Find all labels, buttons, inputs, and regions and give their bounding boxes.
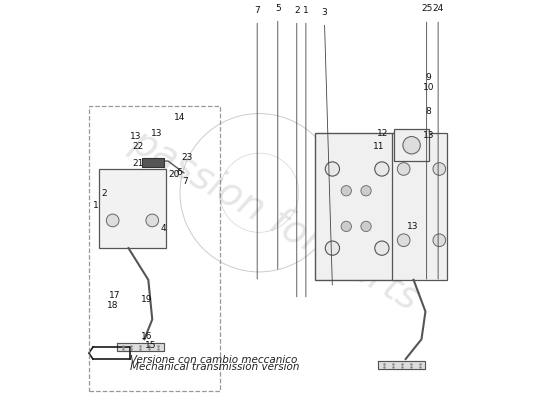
- Text: 1: 1: [303, 6, 309, 14]
- Circle shape: [361, 186, 371, 196]
- Bar: [99, 169, 166, 248]
- Circle shape: [361, 221, 371, 232]
- Text: 1: 1: [93, 201, 99, 210]
- Bar: [142, 158, 164, 167]
- Circle shape: [375, 241, 389, 255]
- Circle shape: [375, 162, 389, 176]
- Text: 5: 5: [275, 4, 280, 12]
- Circle shape: [341, 221, 351, 232]
- Text: 17: 17: [109, 291, 120, 300]
- Text: 15: 15: [145, 341, 157, 350]
- Circle shape: [403, 136, 420, 154]
- Text: 22: 22: [132, 142, 143, 151]
- Text: 3: 3: [322, 8, 327, 16]
- Text: Versione con cambio meccanico: Versione con cambio meccanico: [130, 354, 298, 364]
- Text: 7: 7: [182, 177, 188, 186]
- Polygon shape: [378, 361, 426, 369]
- Text: 18: 18: [107, 301, 118, 310]
- Circle shape: [325, 162, 339, 176]
- Text: 13: 13: [406, 222, 418, 231]
- Text: 11: 11: [373, 142, 384, 150]
- Circle shape: [397, 163, 410, 175]
- Circle shape: [397, 234, 410, 246]
- Text: 12: 12: [377, 129, 389, 138]
- Text: 13: 13: [130, 132, 141, 141]
- Text: 6: 6: [177, 168, 182, 177]
- Circle shape: [106, 214, 119, 227]
- Text: 20: 20: [168, 170, 180, 180]
- Polygon shape: [117, 343, 164, 351]
- Text: 19: 19: [141, 295, 152, 304]
- Text: 2: 2: [294, 6, 300, 14]
- Text: 7: 7: [254, 6, 260, 14]
- Text: 16: 16: [141, 332, 152, 340]
- Text: 14: 14: [173, 113, 185, 122]
- Bar: [392, 133, 447, 280]
- Circle shape: [146, 214, 158, 227]
- Text: 13: 13: [422, 131, 434, 140]
- Text: passion for parts: passion for parts: [124, 122, 426, 318]
- Text: 4: 4: [161, 224, 166, 233]
- Text: Mechanical transmission version: Mechanical transmission version: [130, 362, 300, 372]
- Text: 21: 21: [133, 158, 144, 168]
- Text: 8: 8: [426, 107, 432, 116]
- Bar: [315, 133, 402, 280]
- Circle shape: [325, 241, 339, 255]
- Circle shape: [341, 186, 351, 196]
- Text: 23: 23: [182, 152, 193, 162]
- Circle shape: [433, 163, 446, 175]
- Text: 24: 24: [432, 4, 444, 13]
- Bar: [394, 129, 430, 161]
- Circle shape: [433, 234, 446, 246]
- Text: 9: 9: [426, 73, 432, 82]
- Text: 13: 13: [151, 129, 162, 138]
- Text: 10: 10: [423, 83, 434, 92]
- Text: 25: 25: [421, 4, 432, 13]
- Text: 2: 2: [101, 190, 107, 198]
